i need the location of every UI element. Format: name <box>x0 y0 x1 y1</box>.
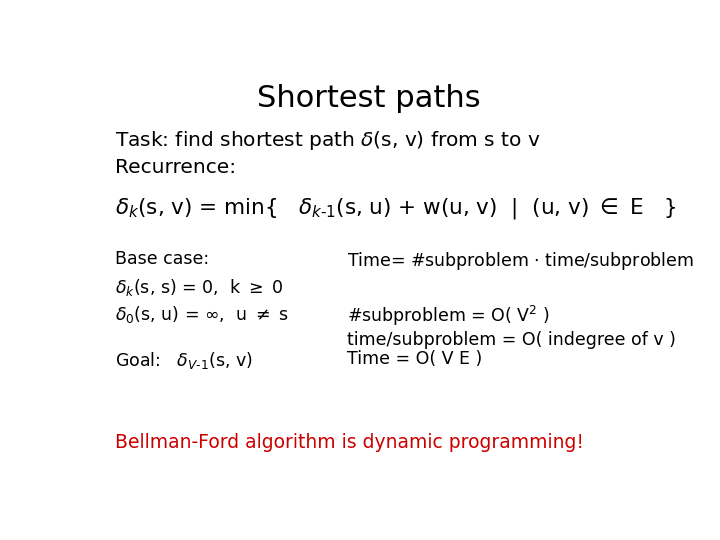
Text: Goal:   $\delta_{V\text{-}1}$(s, v): Goal: $\delta_{V\text{-}1}$(s, v) <box>115 349 253 370</box>
Text: Time = O( V E ): Time = O( V E ) <box>347 349 482 368</box>
Text: Shortest paths: Shortest paths <box>257 84 481 112</box>
Text: $\delta_k$(s, v) = min{   $\delta_{k\text{-}1}$(s, u) + w(u, v)  |  (u, v) $\in$: $\delta_k$(s, v) = min{ $\delta_{k\text{… <box>115 196 676 221</box>
Text: Bellman-Ford algorithm is dynamic programming!: Bellman-Ford algorithm is dynamic progra… <box>115 433 584 452</box>
Text: #subproblem = O( V$^2$ ): #subproblem = O( V$^2$ ) <box>347 304 549 328</box>
Text: time/subproblem = O( indegree of v ): time/subproblem = O( indegree of v ) <box>347 331 675 349</box>
Text: Time= #subproblem $\cdot$ time/subproblem: Time= #subproblem $\cdot$ time/subproble… <box>347 250 693 272</box>
Text: Base case:: Base case: <box>115 250 210 268</box>
Text: Task: find shortest path $\delta$(s, v) from s to v: Task: find shortest path $\delta$(s, v) … <box>115 129 541 152</box>
Text: $\delta_k$(s, s) = 0,  k $\geq$ 0: $\delta_k$(s, s) = 0, k $\geq$ 0 <box>115 277 284 298</box>
Text: Recurrence:: Recurrence: <box>115 158 236 177</box>
Text: $\delta_0$(s, u) = $\infty$,  u $\neq$ s: $\delta_0$(s, u) = $\infty$, u $\neq$ s <box>115 304 289 325</box>
